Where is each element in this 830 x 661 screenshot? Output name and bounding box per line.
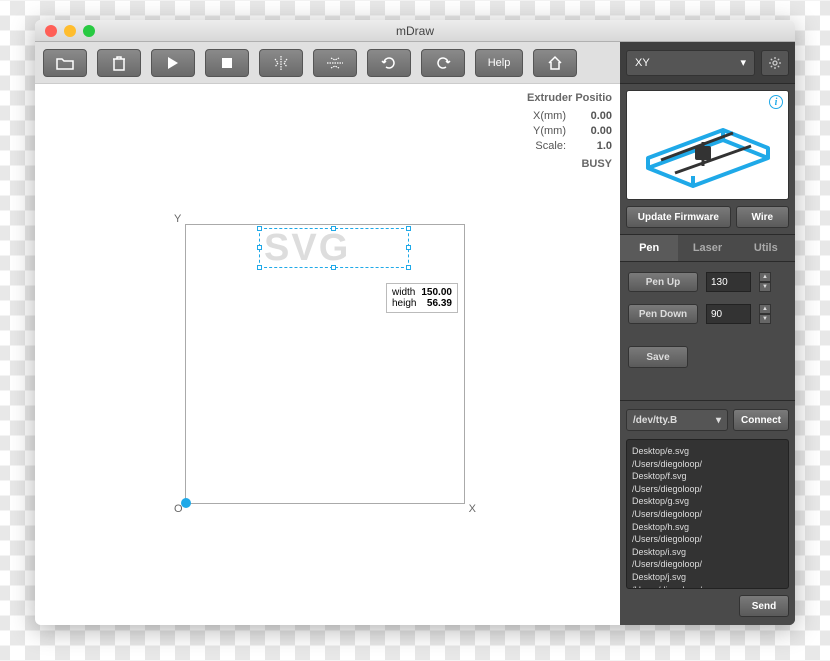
canvas-area[interactable]: Extruder Positio X(mm) 0.00 Y(mm) 0.00 Sca… (35, 84, 620, 625)
window-controls (35, 25, 95, 37)
sidebar: XY ▾ i (620, 42, 795, 625)
open-button[interactable] (43, 49, 87, 77)
pen-up-inc[interactable]: ▲ (759, 272, 771, 282)
y-axis-label: Y (174, 213, 181, 225)
connect-button[interactable]: Connect (733, 409, 789, 431)
pen-panel: Pen Up ▲▼ Pen Down ▲▼ (620, 262, 795, 346)
width-label: width (392, 287, 415, 298)
settings-button[interactable] (761, 50, 789, 76)
log-output[interactable]: Desktop/e.svg/Users/diegoloop/Desktop/f.… (626, 439, 789, 589)
app-window: mDraw Help Extruder Positio X(mm)0.00 Y( (35, 20, 795, 625)
titlebar: mDraw (35, 20, 795, 42)
drawing-axes: Y X O SVG (185, 224, 465, 504)
pen-up-button[interactable]: Pen Up (628, 272, 698, 292)
send-button[interactable]: Send (739, 595, 789, 617)
selection-box[interactable] (259, 228, 409, 268)
delete-button[interactable] (97, 49, 141, 77)
drawing-bounds: Y X O SVG (185, 224, 465, 504)
resize-handle-sw[interactable] (257, 265, 262, 270)
tab-utils[interactable]: Utils (737, 235, 795, 261)
resize-handle-nw[interactable] (257, 226, 262, 231)
resize-handle-e[interactable] (406, 245, 411, 250)
pen-down-input[interactable] (706, 304, 751, 324)
resize-handle-s[interactable] (331, 265, 336, 270)
help-button[interactable]: Help (475, 49, 523, 77)
pen-down-inc[interactable]: ▲ (759, 304, 771, 314)
info-panel: Extruder Positio X(mm) 0.00 Y(mm) 0.00 Sca… (527, 92, 612, 170)
mode-select[interactable]: XY ▾ (626, 50, 755, 76)
height-label: heigh (392, 298, 416, 309)
pen-down-dec[interactable]: ▼ (759, 314, 771, 324)
chevron-down-icon: ▾ (716, 415, 721, 426)
resize-handle-n[interactable] (331, 226, 336, 231)
sidebar-top: XY ▾ (620, 42, 795, 84)
y-label: Y(mm) (533, 125, 566, 137)
dimensions-tooltip: width 150.00 heigh 56.39 (386, 283, 458, 313)
mirror-v-button[interactable] (259, 49, 303, 77)
tab-laser[interactable]: Laser (678, 235, 736, 261)
mirror-h-button[interactable] (313, 49, 357, 77)
info-header: Extruder Positio (527, 92, 612, 104)
plotter-icon (633, 98, 783, 193)
mode-label: XY (635, 57, 650, 69)
x-axis-label: X (469, 503, 476, 515)
info-icon[interactable]: i (769, 95, 783, 109)
resize-handle-w[interactable] (257, 245, 262, 250)
resize-handle-ne[interactable] (406, 226, 411, 231)
tab-pen[interactable]: Pen (620, 235, 678, 261)
minimize-icon[interactable] (64, 25, 76, 37)
pen-down-button[interactable]: Pen Down (628, 304, 698, 324)
port-label: /dev/tty.B (633, 415, 677, 426)
pen-up-input[interactable] (706, 272, 751, 292)
update-firmware-button[interactable]: Update Firmware (626, 206, 731, 228)
stop-button[interactable] (205, 49, 249, 77)
toolbar: Help (35, 42, 620, 84)
machine-preview: i (626, 90, 789, 200)
window-title: mDraw (396, 24, 434, 38)
save-button[interactable]: Save (628, 346, 688, 368)
x-label: X(mm) (533, 110, 566, 122)
wire-button[interactable]: Wire (736, 206, 789, 228)
status-text: BUSY (527, 158, 612, 170)
chevron-down-icon: ▾ (740, 56, 746, 69)
rotate-cw-button[interactable] (421, 49, 465, 77)
resize-handle-se[interactable] (406, 265, 411, 270)
pen-up-dec[interactable]: ▼ (759, 282, 771, 292)
x-value: 0.00 (578, 110, 612, 122)
main-panel: Help Extruder Positio X(mm) 0.00 Y(mm) 0.0… (35, 42, 620, 625)
scale-label: Scale: (535, 140, 566, 152)
close-icon[interactable] (45, 25, 57, 37)
maximize-icon[interactable] (83, 25, 95, 37)
y-value: 0.00 (578, 125, 612, 137)
scale-value: 1.0 (578, 140, 612, 152)
height-value: 56.39 (427, 298, 452, 309)
rotate-ccw-button[interactable] (367, 49, 411, 77)
play-button[interactable] (151, 49, 195, 77)
tool-tabs: Pen Laser Utils (620, 234, 795, 262)
width-value: 150.00 (421, 287, 452, 298)
port-select[interactable]: /dev/tty.B ▾ (626, 409, 728, 431)
home-button[interactable] (533, 49, 577, 77)
origin-point (181, 498, 191, 508)
